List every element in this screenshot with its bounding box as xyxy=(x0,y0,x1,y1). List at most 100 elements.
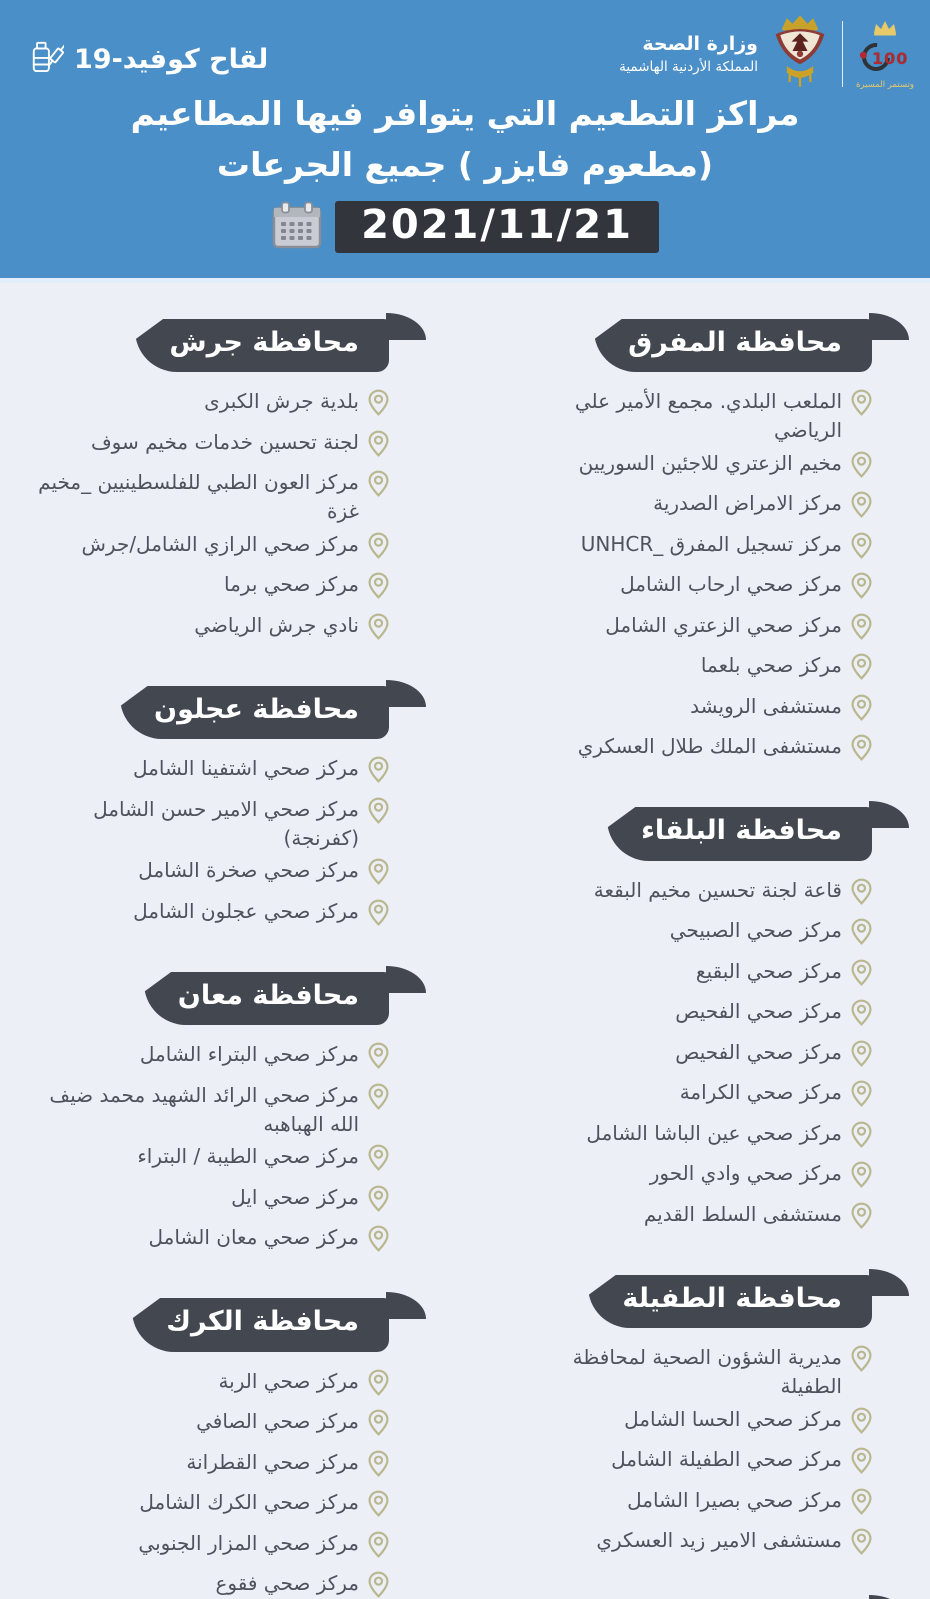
pin-icon xyxy=(851,1528,872,1563)
vaccination-center-item: مركز الامراض الصدرية xyxy=(505,489,872,526)
center-item-label: مركز صحي الفحيص xyxy=(675,999,842,1024)
center-item-label: مركز صحي الفحيص xyxy=(675,1039,842,1064)
pin-icon xyxy=(368,389,389,424)
governorate-section: محافظة الكرك مركز صحي الربة مركز صحي الصاف… xyxy=(22,1292,426,1599)
ministry-text: وزارة الصحة المملكة الأردنية الهاشمية xyxy=(619,32,758,76)
vaccination-center-list: قاعة لجنة تحسين مخيم البقعة مركز صحي الصب… xyxy=(505,876,872,1237)
center-item-label: مركز صحي عجلون الشامل xyxy=(133,898,359,923)
pin-icon xyxy=(851,1345,872,1380)
vaccination-center-item: مخيم الزعتري للاجئين السوريين xyxy=(505,449,872,486)
governorate-badge: محافظة معان xyxy=(143,965,427,1026)
vaccination-center-item: مركز صحي عجلون الشامل xyxy=(22,897,389,934)
covid-label-text: لقاح كوفيد-19 xyxy=(74,44,269,75)
vaccination-center-item: مستشفى الملك طلال العسكري xyxy=(505,732,872,769)
center-item-label: مركز صحي الصافي xyxy=(196,1409,359,1434)
center-item-label: نادي جرش الرياضي xyxy=(194,612,359,637)
governorate-section: محافظة المفرق الملعب البلدي. مجمع الأمير … xyxy=(505,312,909,769)
date-badge: 2021/11/21 xyxy=(335,201,659,254)
vaccination-center-item: مركز صحي وادي الحور xyxy=(505,1159,872,1196)
center-item-label: الملعب البلدي. مجمع الأمير علي الرياضي xyxy=(574,389,842,443)
pin-icon xyxy=(851,451,872,486)
governorate-section: محافظة الطفيلة مديرية الشؤون الصحية لمحاف… xyxy=(505,1268,909,1563)
governorate-section: محافظة معان مركز صحي البتراء الشامل مركز ص… xyxy=(22,965,427,1260)
vaccination-center-item: مركز صحي ارحاب الشامل xyxy=(505,570,872,607)
governorate-title: محافظة جرش xyxy=(169,327,359,358)
center-item-label: مركز صحي برما xyxy=(224,572,359,597)
pin-icon xyxy=(851,1040,872,1075)
covid-vaccine-label: لقاح كوفيد-19 xyxy=(30,36,268,83)
vaccination-center-item: نادي جرش الرياضي xyxy=(22,611,389,648)
pin-icon xyxy=(851,532,872,567)
ministry-name: وزارة الصحة xyxy=(642,33,758,56)
center-item-label: مركز صحي الطيبة / البتراء xyxy=(137,1144,359,1169)
center-item-label: مركز صحي البتراء الشامل xyxy=(139,1042,359,1067)
column-left: محافظة جرش بلدية جرش الكبرى لجنة تحسين خدم… xyxy=(22,312,427,1599)
vaccination-center-item: مركز صحي ايل xyxy=(22,1183,389,1220)
vaccination-center-item: مستشفى السلط القديم xyxy=(505,1200,872,1237)
pin-icon xyxy=(851,999,872,1034)
pin-icon xyxy=(851,1447,872,1482)
pin-icon xyxy=(368,1083,389,1118)
center-item-label: لجنة تحسين خدمات مخيم سوف xyxy=(90,429,359,454)
vaccination-center-item: مركز صحي الفحيص xyxy=(505,1038,872,1075)
pin-icon xyxy=(851,613,872,648)
centennial-number: 100 xyxy=(872,48,909,68)
center-item-label: مركز صحي اشتفينا الشامل xyxy=(132,756,359,781)
center-item-label: مخيم الزعتري للاجئين السوريين xyxy=(578,450,842,475)
pin-icon xyxy=(368,1369,389,1404)
governorate-section: محافظة البلقاء قاعة لجنة تحسين مخيم البقع… xyxy=(505,801,909,1237)
center-item-label: مركز صحي القطرانة xyxy=(186,1449,359,1474)
vaccination-center-item: مركز صحي الطفيلة الشامل xyxy=(505,1445,872,1482)
center-item-label: مستشفى الامير زيد العسكري xyxy=(596,1528,842,1553)
vaccination-center-item: مركز صحي الصافي xyxy=(22,1407,389,1444)
pin-icon xyxy=(368,572,389,607)
center-item-label: مركز صحي الكرك الشامل xyxy=(139,1490,359,1515)
vaccination-center-item: مركز صحي اشتفينا الشامل xyxy=(22,754,389,791)
pin-icon xyxy=(851,389,872,424)
centennial-caption: وتستمر المسيرة xyxy=(855,79,915,90)
center-item-label: مركز صحي البقيع xyxy=(695,958,842,983)
vaccination-center-item: مركز صحي المزار الجنوبي xyxy=(22,1529,389,1566)
vaccination-center-item: مركز صحي الصبيحي xyxy=(505,916,872,953)
vaccination-center-item: مركز صحي صخرة الشامل xyxy=(22,856,389,893)
pin-icon xyxy=(851,653,872,688)
vaccination-center-item: مركز صحي الرائد الشهيد محمد ضيف الله اله… xyxy=(22,1081,389,1139)
governorate-badge: محافظة الكرك xyxy=(132,1292,426,1352)
governorate-section: محافظة عجلون مركز صحي اشتفينا الشامل مركز … xyxy=(22,679,426,934)
pin-icon xyxy=(368,1531,389,1566)
vaccination-center-item: لجنة تحسين خدمات مخيم سوف xyxy=(22,428,389,465)
pin-icon xyxy=(368,532,389,567)
center-item-label: قاعة لجنة تحسين مخيم البقعة xyxy=(593,877,842,902)
center-item-label: مركز الامراض الصدرية xyxy=(653,491,842,516)
center-item-label: مركز صحي الطفيلة الشامل xyxy=(611,1447,842,1472)
coat-of-arms xyxy=(769,12,831,96)
vaccination-center-item: مركز صحي الفحيص xyxy=(505,997,872,1034)
pin-icon xyxy=(851,1080,872,1115)
pin-icon xyxy=(368,1042,389,1077)
pin-icon xyxy=(368,899,389,934)
governorate-title: محافظة عجلون xyxy=(154,693,359,725)
pin-icon xyxy=(368,1571,389,1599)
pin-icon xyxy=(851,878,872,913)
center-item-label: بلدية جرش الكبرى xyxy=(204,389,359,414)
vaccination-center-item: مركز تسجيل المفرق _UNHCR xyxy=(505,530,872,567)
page-title-line2: (مطعوم فايزر ) جميع الجرعات xyxy=(216,145,714,185)
center-item-label: مركز صحي المزار الجنوبي xyxy=(138,1530,359,1555)
pin-icon xyxy=(368,1144,389,1179)
pin-icon xyxy=(851,1407,872,1442)
center-item-label: مركز صحي الكرامة xyxy=(679,1080,842,1105)
pin-icon xyxy=(368,756,389,791)
vaccine-icon xyxy=(30,36,66,83)
center-item-label: مركز صحي الربة xyxy=(218,1368,359,1393)
pin-icon xyxy=(851,572,872,607)
vaccination-center-item: مركز صحي بصيرا الشامل xyxy=(505,1486,872,1523)
vaccination-center-item: مركز العون الطبي للفلسطينيين _مخيم غزة xyxy=(22,468,389,526)
center-item-label: مركز صحي بلعما xyxy=(700,653,842,678)
header-divider xyxy=(842,21,843,87)
pin-icon xyxy=(368,1185,389,1220)
crown-icon xyxy=(872,19,898,40)
governorate-title: محافظة المفرق xyxy=(628,327,842,358)
pin-icon xyxy=(368,1490,389,1525)
pin-icon xyxy=(368,470,389,505)
